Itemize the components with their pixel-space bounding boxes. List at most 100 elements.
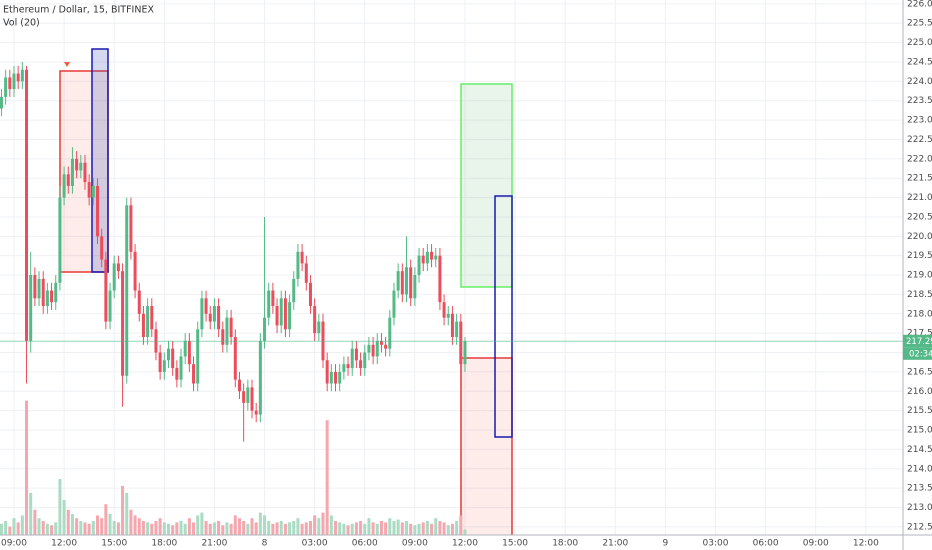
candle-body	[254, 410, 258, 415]
candle-body	[70, 158, 74, 186]
last-price-box	[903, 334, 932, 348]
volume-bar	[450, 523, 454, 535]
volume-bar	[200, 512, 204, 535]
candle-body	[104, 259, 108, 322]
volume-bar	[442, 522, 446, 535]
candle-body	[392, 290, 396, 318]
volume-bar	[91, 521, 95, 535]
volume-bar	[79, 521, 83, 535]
x-tick-label: 09:00	[402, 539, 428, 549]
candle-body	[300, 251, 304, 264]
x-tick-label: 03:00	[703, 539, 729, 549]
x-tick-label: 18:00	[151, 539, 177, 549]
y-tick-label: 224.00	[907, 77, 932, 87]
candle-body	[75, 158, 79, 171]
y-tick-label: 223.50	[907, 96, 932, 106]
candle-body	[8, 77, 12, 90]
volume-bar	[54, 522, 58, 535]
candle-body	[463, 341, 467, 365]
candle-body	[271, 290, 275, 307]
y-tick-label: 225.00	[907, 38, 932, 48]
candle-body	[283, 298, 287, 330]
volume-bar	[208, 523, 212, 535]
candle-body	[83, 162, 87, 183]
volume-bar	[417, 523, 421, 535]
volume-bar	[300, 523, 304, 535]
candle-body	[346, 364, 350, 369]
volume-bar	[375, 523, 379, 535]
candle-body	[425, 251, 429, 264]
x-tick-label: 18:00	[552, 539, 578, 549]
candle-body	[183, 340, 187, 357]
y-tick-label: 224.50	[907, 57, 932, 67]
x-tick-label: 12:00	[853, 539, 879, 549]
price-axis	[903, 0, 932, 550]
candle-body	[384, 344, 388, 349]
candle-body	[217, 306, 221, 330]
volume-bar	[455, 521, 459, 535]
volume-bar	[37, 518, 41, 535]
volume-bar	[66, 509, 70, 535]
volume-bar	[137, 518, 141, 535]
candle-body	[430, 251, 434, 260]
candle-body	[41, 278, 45, 307]
candle-body	[137, 290, 141, 314]
volume-bar	[317, 518, 321, 535]
x-tick-label: 12:00	[51, 539, 77, 549]
y-tick-label: 222.50	[907, 135, 932, 145]
candle-body	[133, 251, 137, 291]
volume-bar	[4, 521, 8, 535]
volume-bar	[150, 523, 154, 535]
volume-bar	[221, 525, 225, 535]
x-tick-label: 8	[262, 539, 268, 549]
candle-body	[417, 255, 421, 276]
y-tick-label: 214.00	[907, 464, 932, 474]
candle-body	[204, 298, 208, 314]
volume-bar	[396, 519, 400, 535]
volume-bar	[29, 493, 33, 535]
volume-bar	[100, 518, 104, 535]
y-tick-label: 216.00	[907, 387, 932, 397]
volume-bar	[166, 523, 170, 535]
y-tick-label: 219.00	[907, 271, 932, 281]
volume-bar	[20, 515, 24, 535]
x-tick-label: 15:00	[502, 539, 528, 549]
y-tick-label: 222.00	[907, 154, 932, 164]
volume-bar	[25, 400, 29, 535]
volume-bar	[217, 521, 221, 535]
volume-bar	[87, 523, 91, 535]
rectangle-drawing	[460, 83, 513, 288]
candle-body	[45, 290, 49, 307]
volume-bar	[459, 515, 463, 535]
candle-body	[208, 313, 212, 322]
volume-bar	[405, 521, 409, 535]
volume-bar	[12, 518, 16, 535]
volume-bar	[258, 512, 262, 535]
volume-bar	[212, 522, 216, 535]
candle-body	[354, 348, 358, 361]
candle-body	[58, 197, 62, 283]
y-tick-label: 216.50	[907, 367, 932, 377]
volume-pane	[0, 400, 467, 535]
x-tick-label: 9	[663, 539, 669, 549]
candle-body	[363, 352, 367, 369]
volume-bar	[183, 523, 187, 535]
candle-body	[405, 267, 409, 295]
candle-body	[375, 340, 379, 357]
volume-bar	[204, 521, 208, 535]
volume-bar	[363, 523, 367, 535]
volume-bar	[388, 518, 392, 535]
volume-bar	[125, 493, 129, 535]
candle-body	[221, 329, 225, 345]
candle-body	[292, 278, 296, 303]
candle-body	[158, 352, 162, 372]
volume-bar	[50, 525, 54, 535]
candle-body	[212, 306, 216, 322]
volume-bar	[192, 522, 196, 535]
y-tick-label: 215.50	[907, 406, 932, 416]
rectangle-drawing	[494, 195, 513, 438]
volume-bar	[162, 522, 166, 535]
candle-body	[146, 306, 150, 338]
candle-body	[367, 344, 371, 353]
volume-bar	[359, 521, 363, 535]
